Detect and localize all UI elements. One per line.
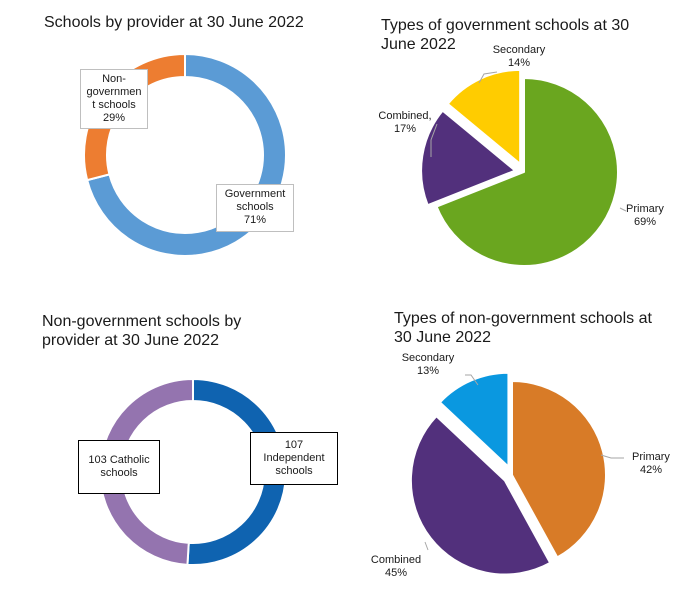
leader-line-gov-secondary — [478, 71, 498, 84]
chart1-title: Schools by provider at 30 June 2022 — [44, 14, 304, 31]
chart4-title: Types of non-government schools at 30 Ju… — [394, 310, 652, 346]
chart2-slice-primary — [435, 77, 619, 267]
chart2-label-primary: Primary 69% — [626, 203, 664, 228]
chart1-label-government: Government schools 71% — [216, 184, 294, 232]
chart1-label-non-government: Non- governmen t schools 29% — [80, 69, 148, 129]
chart4-slice-primary — [511, 380, 607, 559]
chart3-label-catholic: 103 Catholic schools — [78, 440, 160, 494]
chart2-title: Types of government schools at 30 June 2… — [381, 17, 630, 53]
chart4-label-primary: Primary 42% — [632, 451, 670, 476]
chart4-label-combined: Combined 45% — [370, 554, 422, 579]
leader-line-gov-combined — [430, 123, 438, 157]
chart3-label-independent: 107 Independent schools — [250, 432, 338, 485]
chart2-label-secondary: Secondary 14% — [492, 44, 546, 69]
leader-line-ng-secondary — [465, 374, 479, 386]
label-leader-lines — [424, 71, 627, 551]
leader-line-ng-primary — [600, 454, 624, 459]
chart4-slice-secondary — [438, 371, 510, 468]
chart3-slice-catholic-schools — [99, 378, 194, 566]
chart2-slice-combined — [420, 109, 517, 207]
chart4-slice-combined — [409, 415, 552, 576]
chart2-label-combined: Combined, 17% — [378, 110, 432, 135]
leader-line-gov-primary — [619, 207, 627, 212]
chart3-title: Non-government schools by provider at 30… — [42, 313, 242, 349]
chart1-slice-government-schools — [86, 53, 287, 257]
chart4-label-secondary: Secondary 13% — [401, 352, 455, 377]
chart2-slice-secondary — [446, 68, 522, 165]
leader-line-ng-combined — [424, 541, 429, 551]
